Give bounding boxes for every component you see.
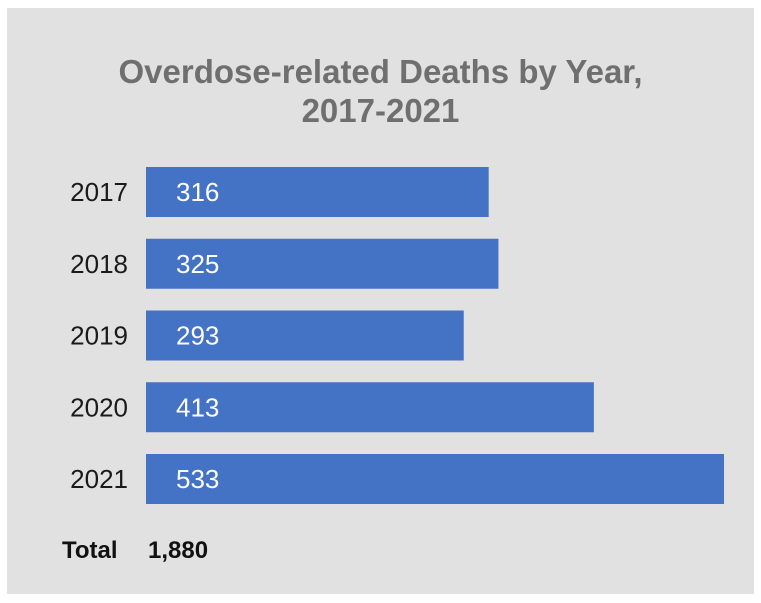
value-label-2017: 316 — [176, 177, 219, 207]
category-label-2018: 2018 — [70, 249, 128, 279]
bar-2017 — [146, 167, 489, 217]
bar-2019 — [146, 310, 464, 361]
bar-2018 — [146, 238, 499, 289]
value-label-2019: 293 — [176, 321, 219, 351]
chart-title-line-1: Overdose-related Deaths by Year, — [118, 53, 643, 90]
bar-2020 — [146, 382, 594, 433]
chart-title: Overdose-related Deaths by Year, 2017-20… — [0, 52, 761, 130]
category-label-2021: 2021 — [70, 464, 128, 494]
total-value: 1,880 — [148, 537, 209, 564]
bar-2021 — [146, 454, 724, 504]
category-label-2020: 2020 — [70, 392, 128, 422]
category-label-2017: 2017 — [70, 177, 128, 207]
value-label-2020: 413 — [176, 392, 219, 422]
chart-title-line-2: 2017-2021 — [301, 92, 460, 129]
value-label-2018: 325 — [176, 249, 219, 279]
total-label: Total — [62, 537, 118, 564]
value-label-2021: 533 — [176, 464, 219, 494]
category-label-2019: 2019 — [70, 321, 128, 351]
